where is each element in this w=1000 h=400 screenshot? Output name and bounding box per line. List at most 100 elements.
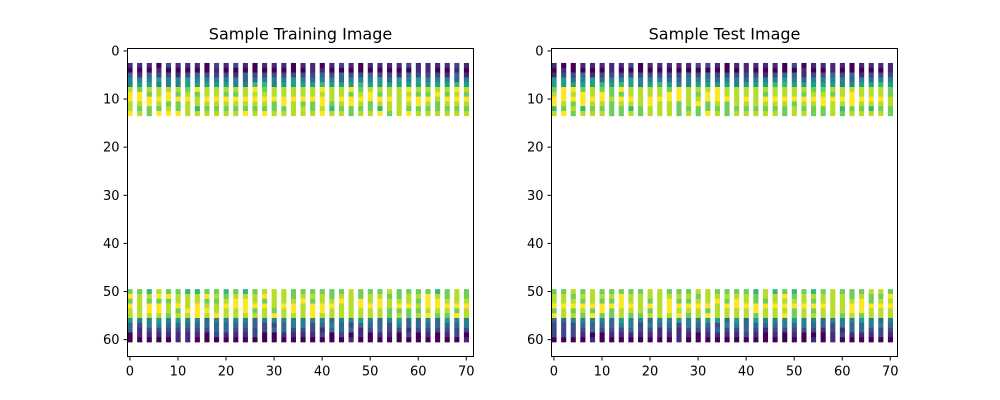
heatmap-cell: [772, 111, 778, 117]
heatmap-cell: [638, 111, 644, 117]
heatmap-cell: [233, 322, 239, 328]
heatmap-cell: [300, 111, 306, 117]
heatmap-cell: [782, 101, 788, 107]
heatmap-cell: [271, 293, 277, 300]
heatmap-cell: [319, 332, 325, 338]
heatmap-cell: [194, 289, 200, 295]
heatmap-cell: [801, 106, 807, 112]
heatmap-cell: [695, 87, 701, 93]
heatmap-row: [127, 332, 469, 338]
heatmap-cell: [724, 82, 730, 88]
heatmap-cell: [435, 337, 441, 343]
heatmap-row: [127, 72, 469, 78]
heatmap-cell: [348, 303, 354, 309]
heatmap-cell: [425, 87, 431, 93]
heatmap-cell: [628, 337, 634, 343]
heatmap-cell: [329, 72, 335, 78]
heatmap-cell: [338, 77, 345, 83]
heatmap-cell: [367, 289, 373, 295]
heatmap-cell: [204, 111, 210, 117]
heatmap-cell: [820, 327, 826, 333]
heatmap-cell: [811, 289, 817, 295]
heatmap-cell: [137, 318, 143, 324]
heatmap-cell: [233, 72, 239, 78]
training-image-title: Sample Training Image: [209, 25, 392, 44]
heatmap-cell: [310, 308, 316, 314]
heatmap-cell: [396, 318, 402, 324]
heatmap-cell: [406, 303, 412, 309]
heatmap-cell: [146, 298, 152, 304]
heatmap-cell: [599, 293, 605, 300]
heatmap-cell: [156, 72, 162, 78]
heatmap-cell: [830, 82, 836, 88]
heatmap-cell: [444, 62, 450, 69]
heatmap-cell: [415, 106, 421, 112]
x-tick-label: 70: [882, 365, 899, 380]
heatmap-cell: [396, 101, 402, 107]
heatmap-cell: [705, 293, 711, 300]
heatmap-cell: [551, 327, 557, 333]
heatmap-cell: [638, 101, 644, 107]
heatmap-row: [127, 77, 469, 83]
heatmap-cell: [214, 318, 220, 324]
heatmap-cell: [666, 72, 672, 78]
heatmap-cell: [377, 318, 383, 324]
test-image-title: Sample Test Image: [649, 25, 801, 44]
heatmap-cell: [686, 337, 692, 343]
heatmap-cell: [647, 337, 653, 343]
heatmap-cell: [782, 308, 788, 314]
heatmap-cell: [887, 62, 893, 69]
heatmap-cell: [801, 101, 807, 107]
heatmap-cell: [156, 77, 162, 83]
heatmap-cell: [242, 298, 248, 304]
heatmap-cell: [252, 111, 258, 117]
heatmap-cell: [551, 72, 557, 78]
heatmap-cell: [319, 111, 325, 117]
heatmap-cell: [791, 308, 797, 314]
heatmap-cell: [782, 111, 788, 117]
heatmap-cell: [406, 322, 412, 328]
heatmap-cell: [878, 111, 884, 117]
heatmap-cell: [830, 293, 836, 300]
heatmap-cell: [165, 111, 172, 117]
heatmap-row: [127, 111, 469, 117]
heatmap-cell: [714, 91, 720, 97]
x-tick-label: 50: [786, 365, 803, 380]
heatmap-cell: [849, 293, 855, 300]
heatmap-cell: [329, 62, 335, 69]
heatmap-cell: [204, 313, 210, 319]
heatmap-cell: [223, 111, 229, 117]
heatmap-cell: [753, 313, 759, 319]
heatmap-cell: [127, 313, 133, 319]
heatmap-cell: [329, 337, 335, 343]
heatmap-cell: [686, 303, 692, 309]
heatmap-cell: [609, 322, 615, 328]
heatmap-cell: [859, 96, 865, 102]
heatmap-cell: [839, 91, 845, 97]
heatmap-cell: [463, 111, 469, 117]
heatmap-cell: [175, 322, 181, 328]
heatmap-cell: [791, 106, 797, 112]
heatmap-cell: [657, 322, 663, 328]
heatmap-cell: [223, 308, 229, 314]
heatmap-cell: [377, 327, 383, 333]
heatmap-cell: [425, 298, 431, 304]
heatmap-cell: [194, 87, 200, 93]
heatmap-cell: [281, 289, 287, 295]
heatmap-cell: [415, 318, 421, 324]
heatmap-cell: [618, 327, 624, 333]
heatmap-cell: [387, 101, 393, 107]
heatmap-cell: [348, 87, 354, 93]
heatmap-cell: [830, 62, 836, 69]
heatmap-cell: [638, 332, 644, 338]
heatmap-cell: [165, 87, 172, 93]
heatmap-cell: [338, 308, 345, 314]
heatmap-cell: [868, 101, 874, 107]
heatmap-cell: [561, 322, 567, 328]
heatmap-cell: [338, 337, 345, 343]
heatmap-cell: [743, 337, 749, 343]
heatmap-cell: [454, 313, 460, 319]
heatmap-cell: [194, 293, 200, 300]
heatmap-cell: [454, 111, 460, 117]
heatmap-cell: [820, 101, 826, 107]
